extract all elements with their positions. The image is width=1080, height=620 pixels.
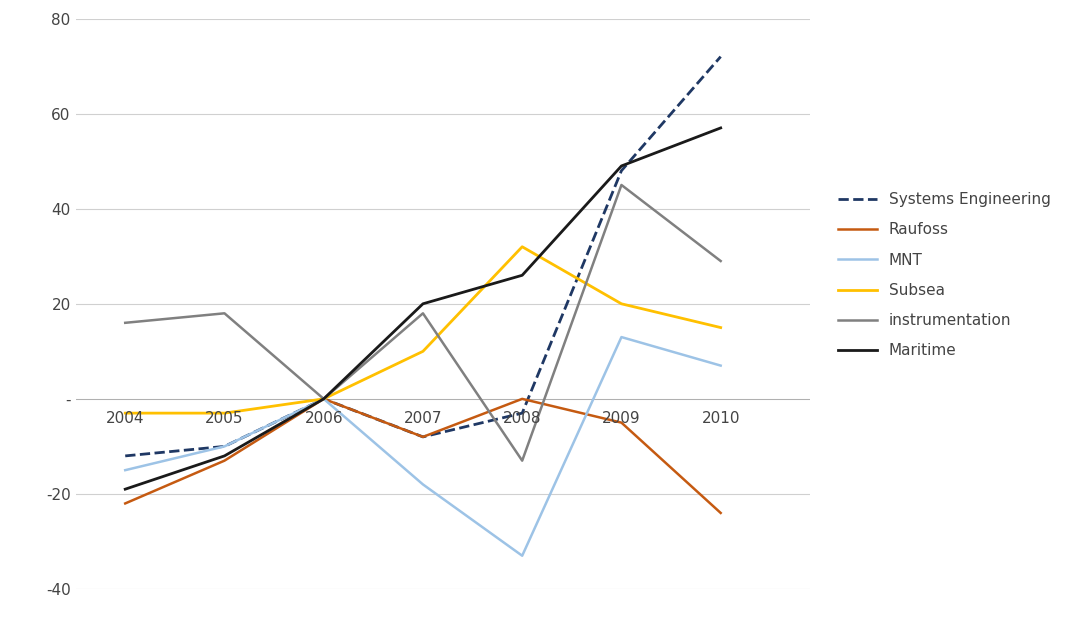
Maritime xyxy=(318,395,330,402)
Subsea xyxy=(417,348,430,355)
instrumentation xyxy=(318,395,330,402)
Raufoss xyxy=(318,395,330,402)
MNT xyxy=(417,480,430,488)
Subsea xyxy=(119,409,132,417)
Text: 2010: 2010 xyxy=(701,410,740,426)
Line: Systems Engineering: Systems Engineering xyxy=(125,56,720,456)
Subsea xyxy=(714,324,727,331)
Systems Engineering xyxy=(318,395,330,402)
Systems Engineering xyxy=(714,53,727,60)
Systems Engineering xyxy=(615,167,627,174)
instrumentation xyxy=(516,457,529,464)
Maritime xyxy=(417,300,430,308)
instrumentation xyxy=(714,257,727,265)
Raufoss xyxy=(516,395,529,402)
Maritime xyxy=(714,124,727,131)
Subsea xyxy=(516,243,529,250)
instrumentation xyxy=(615,181,627,188)
MNT xyxy=(119,466,132,474)
Text: 2006: 2006 xyxy=(305,410,343,426)
Line: instrumentation: instrumentation xyxy=(125,185,720,461)
MNT xyxy=(318,395,330,402)
Raufoss xyxy=(714,509,727,516)
Legend: Systems Engineering, Raufoss, MNT, Subsea, instrumentation, Maritime: Systems Engineering, Raufoss, MNT, Subse… xyxy=(833,186,1057,365)
Subsea xyxy=(615,300,627,308)
Raufoss xyxy=(218,457,231,464)
MNT xyxy=(615,334,627,341)
Raufoss xyxy=(417,433,430,441)
MNT xyxy=(218,443,231,450)
Maritime xyxy=(218,452,231,459)
Text: 2004: 2004 xyxy=(106,410,145,426)
Subsea xyxy=(318,395,330,402)
Systems Engineering xyxy=(417,433,430,441)
Line: Maritime: Maritime xyxy=(125,128,720,489)
Maritime xyxy=(119,485,132,493)
Systems Engineering xyxy=(516,409,529,417)
instrumentation xyxy=(119,319,132,327)
Systems Engineering xyxy=(218,443,231,450)
Text: 2005: 2005 xyxy=(205,410,244,426)
MNT xyxy=(516,552,529,559)
Text: 2007: 2007 xyxy=(404,410,442,426)
Subsea xyxy=(218,409,231,417)
Raufoss xyxy=(615,419,627,427)
Text: 2008: 2008 xyxy=(503,410,541,426)
Line: MNT: MNT xyxy=(125,337,720,556)
Text: 2009: 2009 xyxy=(603,410,640,426)
Maritime xyxy=(516,272,529,279)
Raufoss xyxy=(119,500,132,507)
instrumentation xyxy=(218,309,231,317)
instrumentation xyxy=(417,309,430,317)
MNT xyxy=(714,362,727,370)
Line: Subsea: Subsea xyxy=(125,247,720,413)
Maritime xyxy=(615,162,627,170)
Systems Engineering xyxy=(119,452,132,459)
Line: Raufoss: Raufoss xyxy=(125,399,720,513)
